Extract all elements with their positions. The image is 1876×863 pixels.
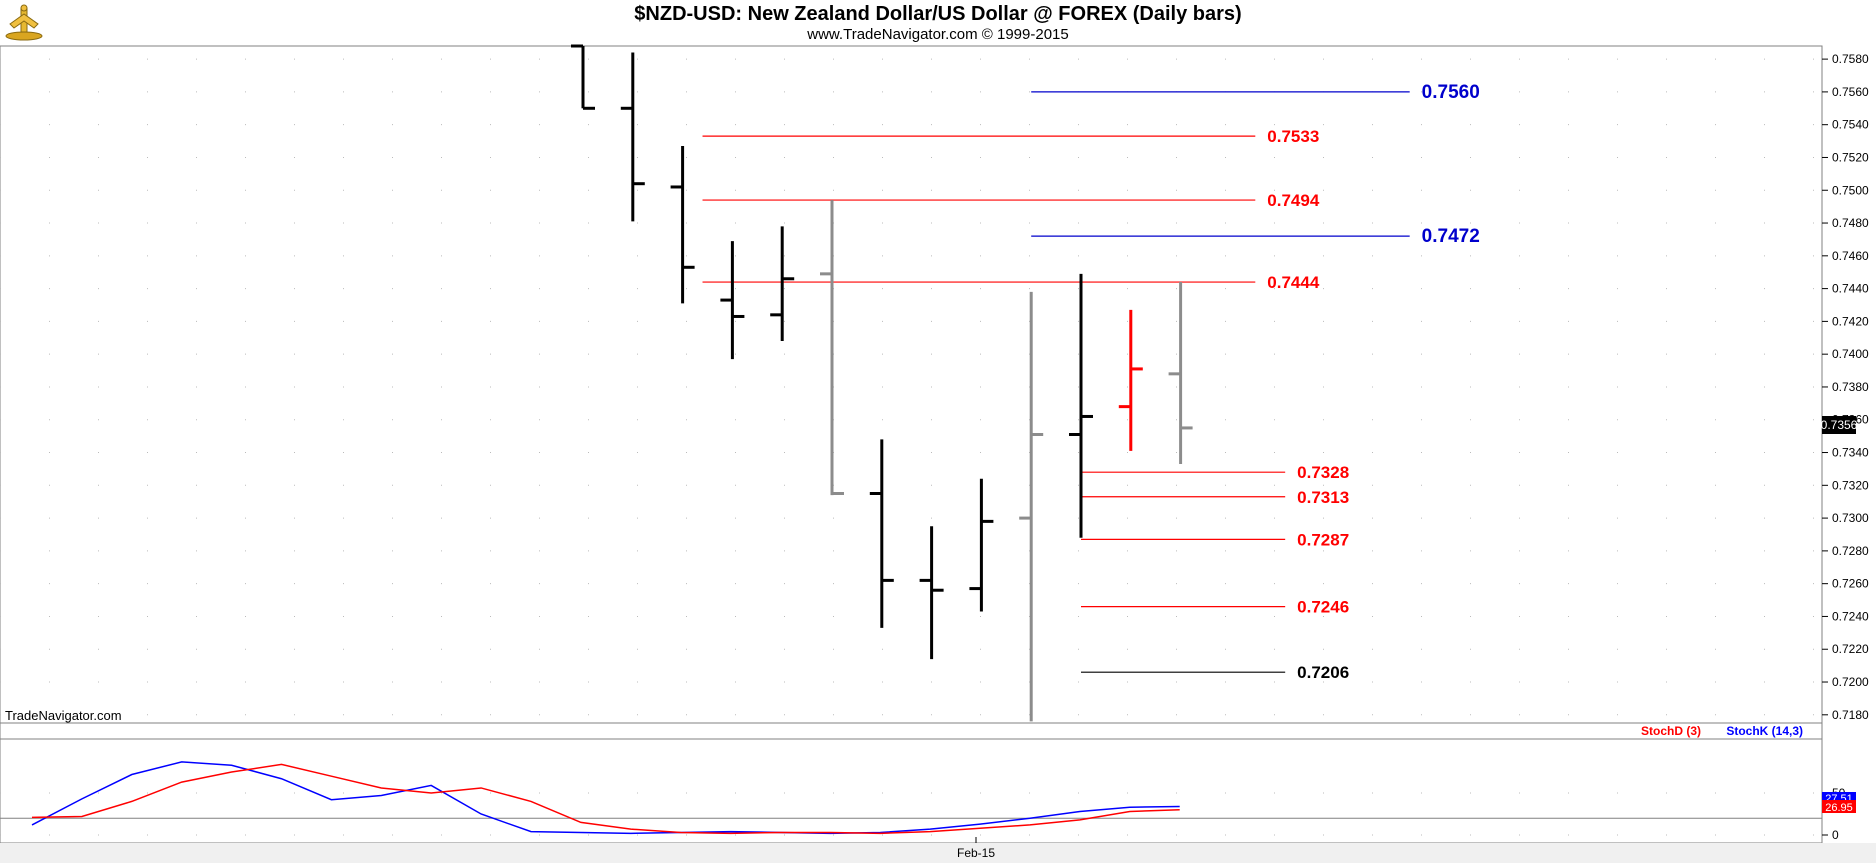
stochastic-value-tags: 27.51 26.95 — [1822, 792, 1856, 814]
price-tick-label: 0.7240 — [1832, 609, 1869, 623]
legend-stochk: StochK (14,3) — [1726, 724, 1803, 738]
stochk-line — [31, 761, 1180, 835]
level-label: 0.7494 — [1267, 191, 1320, 210]
price-tick-label: 0.7400 — [1832, 347, 1869, 361]
ohlc-bar — [1069, 273, 1093, 538]
level-label: 0.7533 — [1267, 127, 1319, 146]
last-price-tag: 0.7356 — [1821, 416, 1858, 434]
stochastic-grid — [0, 792, 1822, 836]
ohlc-bar — [720, 241, 745, 360]
ohlc-bar — [670, 145, 695, 304]
stochd-value-label: 26.95 — [1825, 802, 1853, 814]
chart-subtitle: www.TradeNavigator.com © 1999-2015 — [807, 26, 1069, 43]
stochd-line — [31, 763, 1180, 835]
ohlc-bar — [770, 226, 795, 342]
stochastic-axis: 500 — [1821, 723, 1846, 843]
stochastic-lines — [31, 761, 1180, 835]
watermark-label: TradeNavigator.com — [5, 708, 122, 723]
price-tick-label: 0.7520 — [1832, 150, 1869, 164]
last-price-label: 0.7356 — [1821, 418, 1858, 432]
price-tick-label: 0.7180 — [1832, 708, 1869, 722]
price-tick-label: 0.7340 — [1832, 446, 1869, 460]
price-tick-label: 0.7440 — [1832, 282, 1869, 296]
date-axis-label: Feb-15 — [957, 846, 995, 860]
price-tick-label: 0.7380 — [1832, 380, 1869, 394]
chart-header: $NZD-USD: New Zealand Dollar/US Dollar @… — [0, 0, 1876, 46]
ship-wheel-logo-icon — [4, 2, 44, 47]
price-tick-label: 0.7280 — [1832, 544, 1869, 558]
level-label: 0.7444 — [1267, 273, 1320, 292]
level-label: 0.7328 — [1297, 463, 1349, 482]
price-panel — [0, 45, 1823, 724]
price-tick-label: 0.7260 — [1832, 577, 1869, 591]
stochastic-panel — [0, 722, 1823, 844]
price-tick-label: 0.7560 — [1832, 85, 1869, 99]
ohlc-bars — [571, 44, 1193, 722]
legend-stochd: StochD (3) — [1641, 724, 1701, 738]
ohlc-bar — [820, 200, 844, 496]
ohlc-bar — [1168, 282, 1193, 465]
price-tick-label: 0.7320 — [1832, 478, 1869, 492]
price-axis: 0.7580 0.7560 0.7540 0.7520 0.7500 0.7480 0.74… — [1821, 46, 1869, 723]
price-tick-label: 0.7300 — [1832, 511, 1869, 525]
level-label: 0.7313 — [1297, 488, 1349, 507]
level-label: 0.7246 — [1297, 598, 1349, 617]
ohlc-bar — [969, 478, 994, 612]
stochastic-tick-label: 0 — [1832, 828, 1839, 842]
price-tick-label: 0.7220 — [1832, 642, 1869, 656]
price-tick-label: 0.7420 — [1832, 314, 1869, 328]
ohlc-bar — [869, 439, 894, 628]
ohlc-bar — [919, 526, 944, 660]
level-label: 0.7287 — [1297, 530, 1349, 549]
level-label: 0.7472 — [1422, 226, 1480, 247]
support-resistance-levels: 0.7560 0.7533 0.7494 0.7472 0.7444 0.7328 0.73… — [702, 82, 1480, 682]
price-tick-label: 0.7480 — [1832, 216, 1869, 230]
ohlc-bar — [571, 44, 595, 110]
chart-title: $NZD-USD: New Zealand Dollar/US Dollar @… — [634, 3, 1242, 25]
date-axis — [0, 843, 1876, 863]
price-tick-label: 0.7200 — [1832, 675, 1869, 689]
level-label: 0.7560 — [1422, 82, 1480, 103]
price-tick-label: 0.7540 — [1832, 118, 1869, 132]
ohlc-bar — [1019, 291, 1044, 722]
ohlc-bar — [1118, 309, 1143, 451]
price-tick-label: 0.7580 — [1832, 52, 1869, 66]
price-tick-label: 0.7500 — [1832, 183, 1869, 197]
price-tick-label: 0.7460 — [1832, 249, 1869, 263]
level-label: 0.7206 — [1297, 663, 1349, 682]
ohlc-bar — [620, 52, 645, 222]
